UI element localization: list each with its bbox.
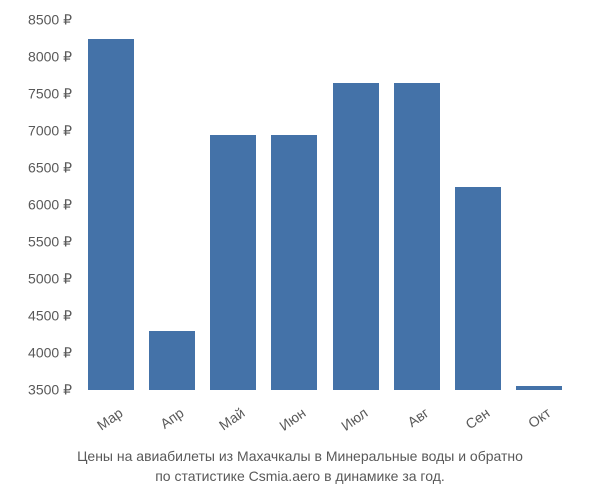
x-axis-tick-label: Июн (259, 404, 309, 446)
plot-area: 3500 ₽4000 ₽4500 ₽5000 ₽5500 ₽6000 ₽6500… (80, 20, 570, 390)
y-axis-tick-label: 6000 ₽ (28, 197, 72, 214)
bar (149, 331, 195, 390)
y-axis-tick-label: 4000 ₽ (28, 345, 72, 362)
y-axis-tick-label: 7000 ₽ (28, 123, 72, 140)
y-axis-tick-label: 5000 ₽ (28, 271, 72, 288)
bar (333, 83, 379, 390)
x-axis-tick-label: Окт (504, 404, 554, 446)
y-axis-tick-label: 6500 ₽ (28, 160, 72, 177)
y-axis-tick-label: 7500 ₽ (28, 86, 72, 103)
x-axis-tick-label: Мар (75, 404, 125, 446)
caption-line-1: Цены на авиабилеты из Махачкалы в Минера… (0, 448, 600, 464)
y-axis-tick-label: 5500 ₽ (28, 234, 72, 251)
x-axis-labels: МарАпрМайИюнИюлАвгСенОкт (80, 395, 570, 445)
caption-line-2: по статистике Csmia.aero в динамике за г… (0, 468, 600, 484)
x-axis-tick-label: Май (198, 404, 248, 446)
y-axis-tick-label: 8500 ₽ (28, 12, 72, 29)
bar (210, 135, 256, 390)
bar (516, 386, 562, 390)
x-axis-tick-label: Сен (443, 404, 493, 446)
y-axis-tick-label: 8000 ₽ (28, 49, 72, 66)
x-axis-tick-label: Апр (136, 404, 186, 446)
y-axis-tick-label: 3500 ₽ (28, 382, 72, 399)
x-axis-tick-label: Авг (381, 404, 431, 446)
x-axis-tick-label: Июл (320, 404, 370, 446)
bar (271, 135, 317, 390)
bar (394, 83, 440, 390)
bar (455, 187, 501, 391)
y-axis-tick-label: 4500 ₽ (28, 308, 72, 325)
chart-container: 3500 ₽4000 ₽4500 ₽5000 ₽5500 ₽6000 ₽6500… (80, 20, 570, 390)
bar (88, 39, 134, 391)
